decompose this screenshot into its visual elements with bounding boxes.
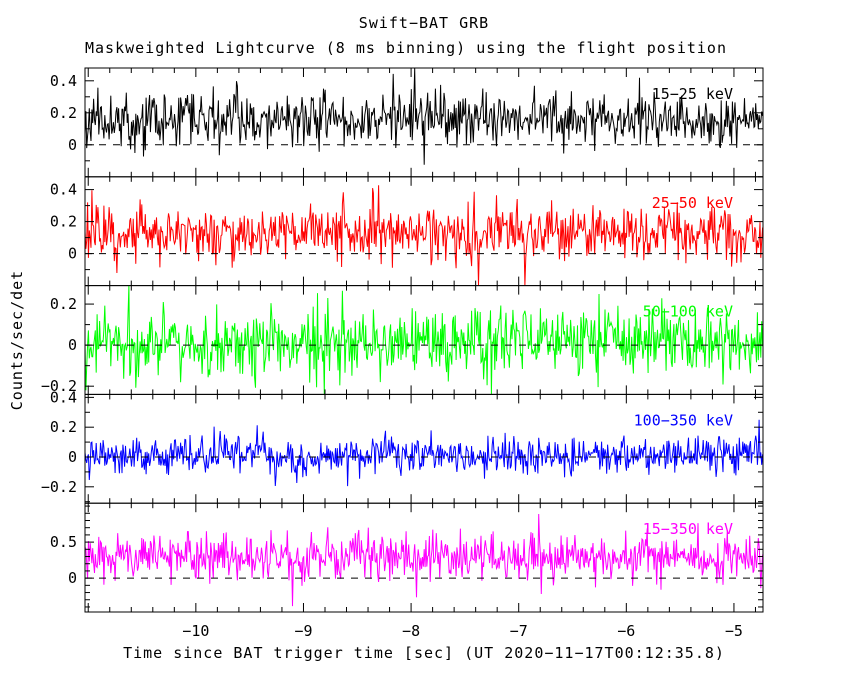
y-tick-label: 0 (68, 448, 77, 466)
x-tick-label: −6 (617, 622, 635, 640)
y-tick-label: −0.2 (41, 377, 77, 395)
x-tick-label: −10 (182, 622, 209, 640)
y-tick-label: 0 (68, 245, 77, 263)
x-tick-label: −5 (725, 622, 743, 640)
lightcurve-trace-4 (85, 513, 763, 607)
lightcurve-trace-0 (85, 68, 763, 165)
y-tick-label: 0.2 (50, 213, 77, 231)
y-tick-label: 0.4 (50, 181, 77, 199)
y-tick-label: 0.4 (50, 388, 77, 406)
panel-frame-4 (84, 502, 764, 613)
panel-4: 0 0.5 15−350 keV (50, 502, 764, 613)
y-tick-label: 0.2 (50, 418, 77, 436)
y-tick-label: 0 (68, 569, 77, 587)
y-tick-label: 0.2 (50, 295, 77, 313)
x-tick-label: −7 (510, 622, 528, 640)
x-tick-label: −9 (294, 622, 312, 640)
panel-2: −0.2 0 0.2 50−100 keV (41, 285, 764, 395)
y-axis-label: Counts/sec/det (8, 269, 26, 411)
lightcurve-trace-3 (85, 419, 763, 487)
y-tick-label: 0 (68, 136, 77, 154)
x-axis-label: Time since BAT trigger time [sec] (UT 20… (123, 644, 725, 662)
panel-label-0: 15−25 keV (652, 85, 733, 103)
chart-subtitle: Maskweighted Lightcurve (8 ms binning) u… (85, 39, 727, 57)
panel-0: 0 0.2 0.4 15−25 keV (50, 67, 764, 178)
chart-title: Swift−BAT GRB (358, 14, 490, 32)
y-tick-label: 0 (68, 336, 77, 354)
y-tick-label: 0.5 (50, 533, 77, 551)
panel-label-4: 15−350 keV (643, 520, 733, 538)
y-tick-label: 0.2 (50, 104, 77, 122)
y-tick-label: −0.2 (41, 478, 77, 496)
lightcurve-trace-2 (85, 285, 763, 395)
y-tick-label: 0.4 (50, 72, 77, 90)
panel-1: 0 0.2 0.4 25−50 keV (50, 176, 764, 287)
panel-3: −0.2 0 0.2 0.4 100−350 keV (41, 388, 764, 504)
lightcurve-trace-1 (85, 185, 763, 286)
panel-label-1: 25−50 keV (652, 194, 733, 212)
x-tick-label: −8 (402, 622, 420, 640)
panel-label-3: 100−350 keV (634, 411, 733, 429)
panel-label-2: 50−100 keV (643, 303, 733, 321)
